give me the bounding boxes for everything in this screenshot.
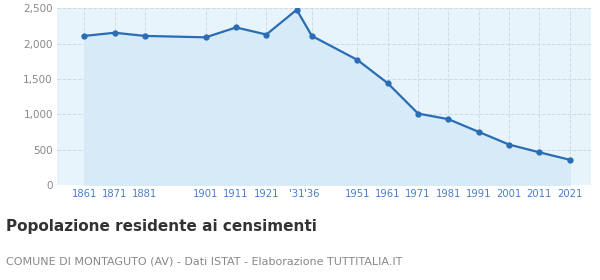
- Text: Popolazione residente ai censimenti: Popolazione residente ai censimenti: [6, 219, 317, 234]
- Text: COMUNE DI MONTAGUTO (AV) - Dati ISTAT - Elaborazione TUTTITALIA.IT: COMUNE DI MONTAGUTO (AV) - Dati ISTAT - …: [6, 256, 403, 267]
